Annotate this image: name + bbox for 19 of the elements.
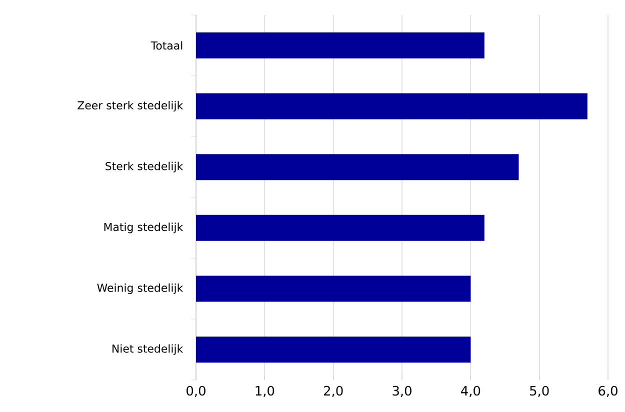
y-tick-label: Sterk stedelijk xyxy=(106,162,184,172)
bar xyxy=(196,154,519,180)
y-tick-label: Weinig stedelijk xyxy=(97,283,184,294)
x-tick-label: 1,0 xyxy=(256,386,274,397)
bar xyxy=(196,276,471,302)
y-tick-label: Zeer sterk stedelijk xyxy=(78,100,184,112)
y-tick-label: Matig stedelijk xyxy=(104,222,184,234)
x-tick-label: 4,0 xyxy=(460,386,480,397)
x-tick-label: 2,0 xyxy=(324,386,343,397)
x-tick-label: 3,0 xyxy=(392,386,412,397)
y-tick-label: Totaal xyxy=(150,41,182,50)
bar xyxy=(196,214,484,241)
x-tick-label: 6,0 xyxy=(598,386,618,397)
bar xyxy=(196,32,484,58)
x-tick-label: 0,0 xyxy=(186,386,206,397)
bar xyxy=(196,336,471,363)
x-tick-label: 5,0 xyxy=(530,386,549,397)
bar xyxy=(196,93,588,120)
y-tick-label: Niet stedelijk xyxy=(112,344,184,355)
